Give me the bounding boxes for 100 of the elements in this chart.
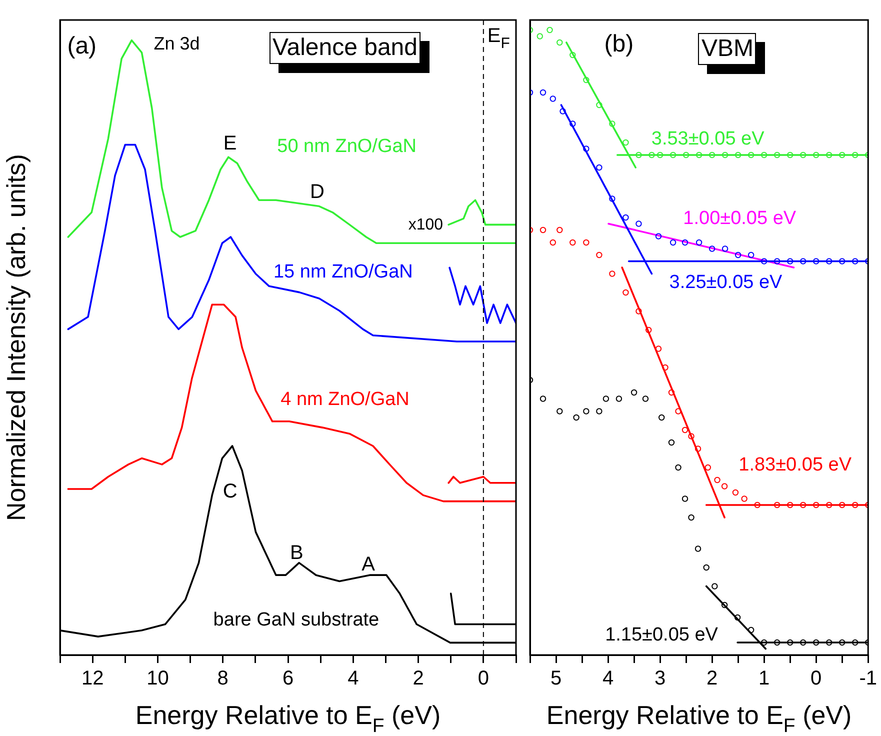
- point: [583, 408, 590, 414]
- annotation: (b): [604, 30, 634, 58]
- point: [682, 152, 690, 158]
- point: [662, 364, 668, 371]
- point: [703, 564, 710, 571]
- point: [760, 258, 768, 264]
- x-tick-label: 3: [654, 668, 666, 690]
- point: [570, 120, 576, 127]
- point: [622, 289, 629, 296]
- x-tick-label: 12: [81, 668, 104, 690]
- point: [550, 239, 556, 246]
- point: [839, 502, 846, 508]
- point: [732, 489, 739, 496]
- point: [812, 639, 820, 646]
- point: [839, 258, 846, 264]
- point: [688, 433, 694, 440]
- point: [540, 89, 546, 96]
- point: [596, 164, 602, 171]
- point: [688, 514, 694, 521]
- point: [839, 152, 846, 158]
- point: [658, 414, 665, 421]
- point: [754, 502, 760, 508]
- point: [536, 33, 543, 40]
- point: [682, 496, 688, 502]
- point: [616, 396, 622, 402]
- point: [622, 139, 629, 146]
- series-label: 1.15±0.05 eV: [605, 624, 718, 646]
- point: [774, 152, 780, 158]
- point: [748, 152, 754, 158]
- point: [668, 439, 675, 446]
- point: [852, 502, 858, 508]
- point: [852, 152, 858, 158]
- x-tick-label: -1: [859, 668, 878, 690]
- point: [748, 626, 754, 634]
- series-label: 4 nm ZnO/GaN: [280, 388, 410, 410]
- x-tick-label: 6: [282, 668, 294, 690]
- x-tick-label: 4: [602, 668, 614, 690]
- point: [573, 414, 580, 421]
- point: [609, 196, 616, 202]
- annotation: C: [222, 480, 238, 502]
- point: [721, 483, 728, 490]
- series-label: 50 nm ZnO/GaN: [277, 136, 417, 158]
- x-tick-label: 10: [146, 668, 169, 690]
- point: [839, 639, 846, 646]
- point: [682, 239, 688, 246]
- series-label: 15 nm ZnO/GaN: [273, 261, 413, 282]
- point: [670, 239, 676, 246]
- point: [748, 252, 754, 258]
- point: [786, 502, 794, 508]
- point: [774, 258, 780, 264]
- point: [622, 214, 629, 221]
- point: [800, 152, 806, 158]
- point: [694, 446, 702, 452]
- point: [682, 426, 688, 434]
- point: [636, 308, 642, 314]
- point: [708, 152, 716, 158]
- series-label: bare GaN substrate: [213, 609, 380, 630]
- point: [696, 152, 702, 158]
- point: [734, 614, 741, 621]
- point: [675, 464, 682, 471]
- annotation: E: [223, 132, 237, 154]
- point: [734, 152, 742, 158]
- point: [800, 502, 806, 508]
- point: [774, 502, 780, 508]
- point: [786, 258, 794, 264]
- point: [648, 152, 655, 158]
- point: [550, 96, 556, 102]
- point: [826, 258, 832, 264]
- x-tick-label: 5: [550, 668, 562, 690]
- point: [704, 464, 711, 471]
- point: [583, 76, 590, 84]
- point: [655, 346, 662, 352]
- x-tick-label: 4: [348, 668, 359, 690]
- point: [602, 396, 610, 402]
- point: [636, 152, 642, 158]
- point: [734, 252, 742, 258]
- annotation: A: [362, 553, 376, 576]
- point: [714, 476, 720, 484]
- point: [721, 602, 728, 608]
- point: [812, 258, 820, 264]
- point: [642, 396, 649, 402]
- point: [560, 108, 566, 114]
- point: [826, 152, 832, 158]
- point: [546, 26, 553, 34]
- annotation: D: [310, 181, 324, 204]
- annotation: B: [290, 542, 304, 564]
- point: [694, 546, 702, 552]
- point: [800, 639, 806, 646]
- point: [852, 258, 858, 264]
- x-tick-label: 0: [810, 668, 822, 690]
- point: [596, 252, 602, 258]
- x-tick-label: 0: [478, 668, 489, 690]
- series-label: 1.00±0.05 eV: [683, 208, 796, 229]
- point: [741, 496, 748, 502]
- point: [596, 408, 602, 414]
- x-tick-label: 2: [706, 668, 718, 690]
- point: [670, 152, 676, 158]
- point: [760, 639, 768, 646]
- point: [722, 152, 728, 158]
- point: [540, 396, 546, 402]
